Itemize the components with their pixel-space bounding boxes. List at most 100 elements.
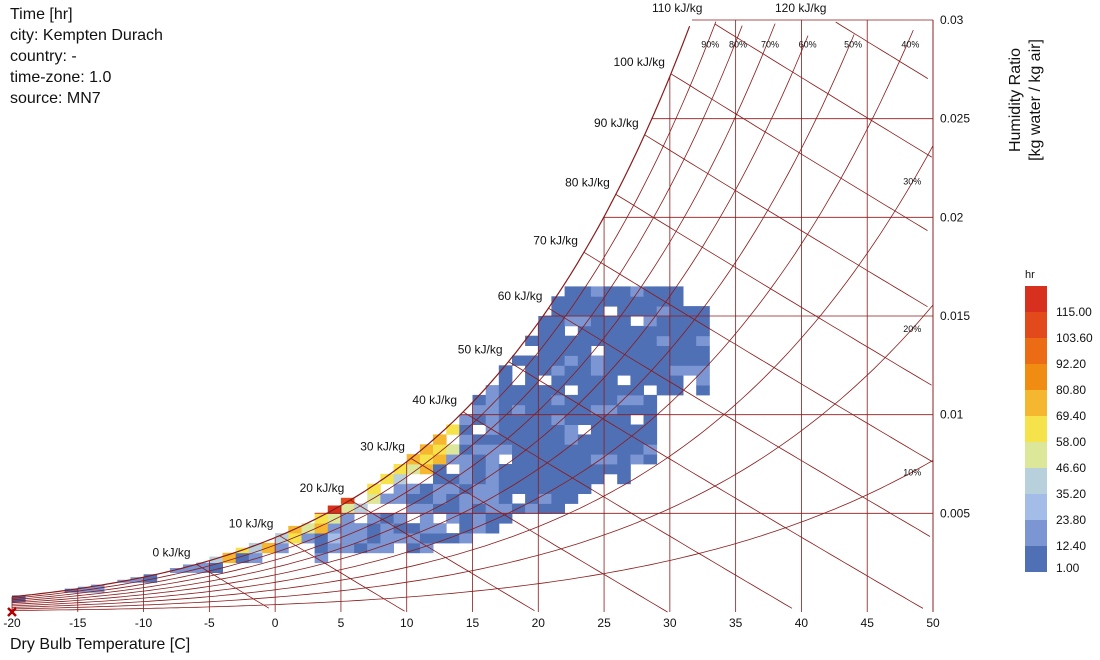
heatmap-cell xyxy=(340,533,355,544)
heatmap-cell xyxy=(512,464,526,475)
heatmap-cell xyxy=(551,335,565,346)
heatmap-cell xyxy=(485,473,500,485)
heatmap-cell xyxy=(630,355,644,366)
heatmap-cell xyxy=(485,503,500,514)
heatmap-cell xyxy=(340,523,355,534)
heatmap-cell xyxy=(590,286,605,297)
legend-swatch xyxy=(1025,442,1047,468)
heatmap-cell xyxy=(538,335,552,346)
heatmap-cell xyxy=(380,493,394,504)
legend: hr 115.00 103.60 92.20 80.80 69.40 58.00 46.60 3… xyxy=(1025,269,1093,575)
heatmap-cell xyxy=(367,493,381,504)
enthalpy-label: 20 kJ/kg xyxy=(300,481,345,495)
heatmap-cell xyxy=(485,444,500,455)
x-tick-label: 30 xyxy=(663,616,677,630)
heatmap-cell xyxy=(485,414,500,425)
heatmap-cell xyxy=(551,325,565,337)
heatmap-cell xyxy=(538,316,552,327)
heatmap-cell xyxy=(419,503,434,514)
heatmap-cell xyxy=(498,503,513,514)
heatmap-cell xyxy=(551,444,565,455)
heatmap-cell xyxy=(446,483,460,494)
enthalpy-line xyxy=(508,361,924,609)
heatmap-cell xyxy=(683,335,697,346)
y-tick-label: 0.01 xyxy=(940,408,964,422)
x-tick-label: 40 xyxy=(795,616,809,630)
heatmap-cell xyxy=(380,513,394,524)
heatmap-cell xyxy=(64,588,79,593)
heatmap-cell xyxy=(525,424,539,435)
heatmap-cell xyxy=(656,286,671,297)
heatmap-cell xyxy=(630,394,644,406)
heatmap-cell xyxy=(630,296,644,307)
heatmap-cell xyxy=(669,385,684,396)
heatmap-cell xyxy=(577,345,592,356)
heatmap-cell xyxy=(538,483,552,494)
heatmap-cell xyxy=(288,525,302,534)
heatmap-cell xyxy=(433,483,447,494)
enthalpy-label: 80 kJ/kg xyxy=(565,175,610,189)
heatmap-cell xyxy=(669,286,684,297)
heatmap-cell xyxy=(485,434,500,445)
heatmap-cell xyxy=(669,306,684,317)
heatmap-cell xyxy=(577,325,592,337)
enthalpy-line xyxy=(462,411,793,609)
heatmap-cell xyxy=(669,345,684,356)
legend-swatch xyxy=(1025,364,1047,390)
rh-label: 60% xyxy=(799,40,817,50)
legend-value: 103.60 xyxy=(1056,331,1093,345)
heatmap-cell xyxy=(564,296,579,307)
enthalpy-label: 120 kJ/kg xyxy=(775,1,826,15)
heatmap-cell xyxy=(590,434,605,445)
heatmap-cell xyxy=(498,483,513,494)
heatmap-cell xyxy=(498,414,513,425)
enthalpy-line xyxy=(350,499,535,612)
legend-swatch xyxy=(1025,468,1047,494)
heatmap-cell xyxy=(604,454,618,465)
heatmap-cell xyxy=(656,365,671,376)
heatmap-cell xyxy=(604,325,618,337)
heatmap-cell xyxy=(525,454,539,465)
heatmap-cell xyxy=(314,542,329,554)
heatmap-cell xyxy=(577,454,592,465)
legend-value: 35.20 xyxy=(1056,487,1086,501)
country-label: country: - xyxy=(10,48,77,65)
heatmap-cell xyxy=(577,473,592,485)
heatmap-cell xyxy=(143,574,158,583)
enthalpy-line xyxy=(670,73,928,231)
heatmap-cell xyxy=(498,493,513,504)
heatmap-cell xyxy=(354,542,368,554)
heatmap-cell xyxy=(130,577,144,583)
heatmap-cell xyxy=(577,306,592,317)
heatmap-cell xyxy=(406,454,421,465)
heatmap-cell xyxy=(472,454,487,465)
heatmap-cell xyxy=(656,296,671,307)
legend-swatch xyxy=(1025,312,1047,338)
heatmap-cell xyxy=(393,473,408,485)
heatmap-cell xyxy=(512,454,526,465)
heatmap-cell xyxy=(643,434,658,445)
heatmap-cell xyxy=(525,385,539,396)
heatmap-cell xyxy=(459,414,473,425)
heatmap-cell xyxy=(656,306,671,317)
heatmap-cell xyxy=(472,444,487,455)
heatmap-cell xyxy=(669,365,684,376)
x-tick-label: 35 xyxy=(729,616,743,630)
heatmap-cell xyxy=(604,434,618,445)
heatmap-cell xyxy=(656,325,671,337)
chart-info-block: Time [hr] city: Kempten Durach country: … xyxy=(10,4,163,109)
heatmap-cell xyxy=(696,355,710,366)
heatmap-cell xyxy=(512,444,526,455)
heatmap-cell xyxy=(512,473,526,485)
heatmap-cell xyxy=(446,444,460,455)
x-tick-label: -20 xyxy=(3,616,21,630)
heatmap-cell xyxy=(406,503,421,514)
heatmap-cell xyxy=(683,355,697,366)
heatmap-cell xyxy=(551,473,565,485)
heatmap-cell xyxy=(656,345,671,356)
heatmap-cell xyxy=(525,503,539,514)
heatmap-cell xyxy=(538,444,552,455)
enthalpy-label: 70 kJ/kg xyxy=(533,233,578,247)
heatmap-cell xyxy=(590,454,605,465)
heatmap-cell xyxy=(696,385,710,396)
